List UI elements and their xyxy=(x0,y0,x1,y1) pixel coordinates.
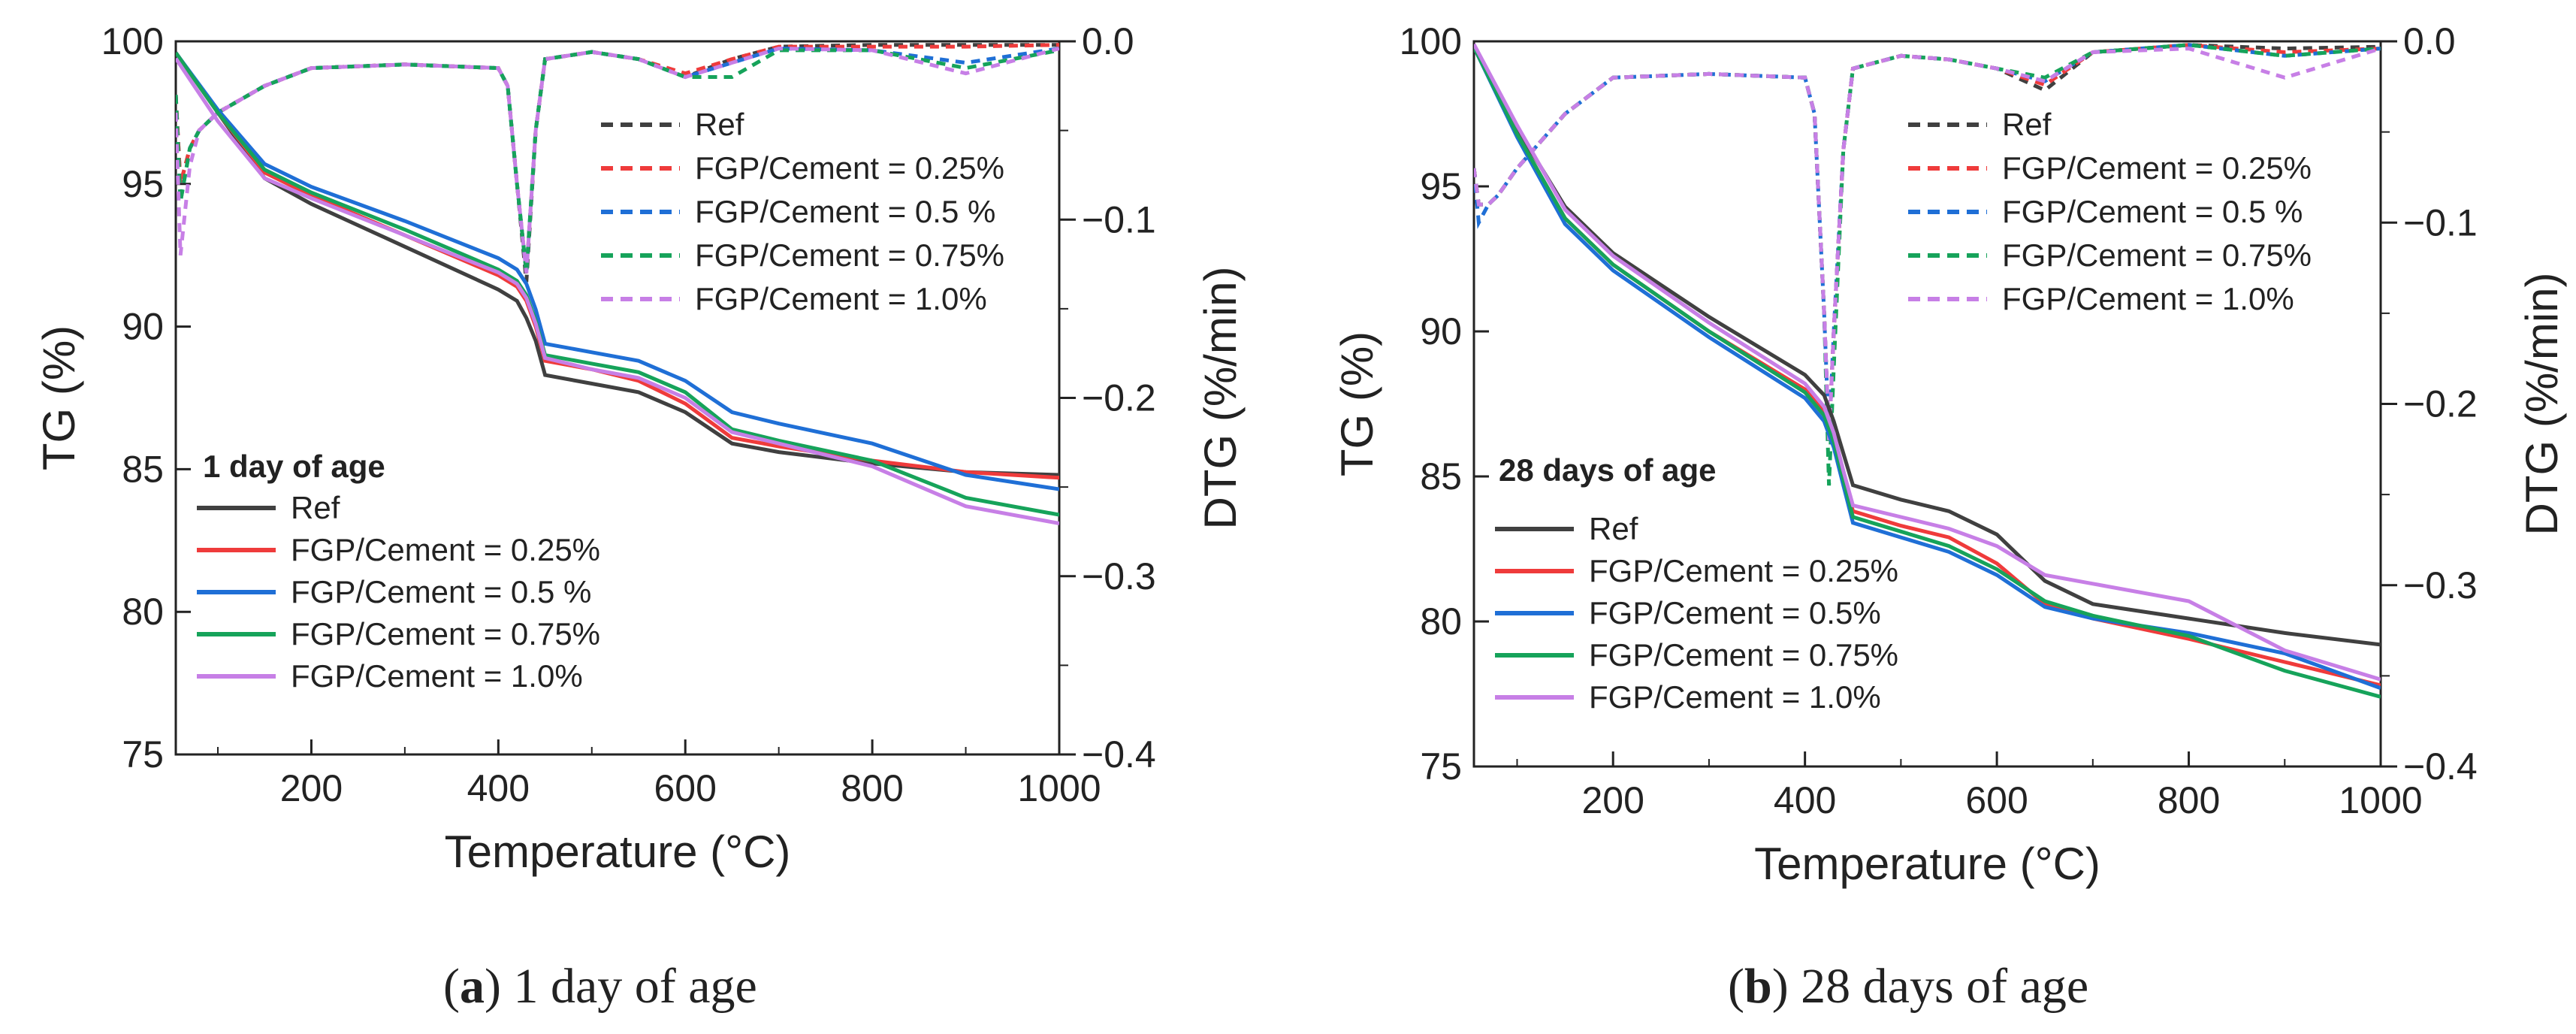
chart-2-x-tick-label: 1000 xyxy=(2339,779,2422,821)
chart-1-x-tick-label: 400 xyxy=(467,767,530,809)
chart-2-y-tick-label: 85 xyxy=(1420,455,1462,497)
chart-2-tg-legend-label: FGP/Cement = 1.0% xyxy=(1589,679,1881,715)
chart-1-dtg-legend-label: FGP/Cement = 1.0% xyxy=(695,281,987,316)
chart-1-y2-axis-title: DTG (%/min) xyxy=(1195,267,1246,530)
chart-1-tg-legend-label: FGP/Cement = 0.75% xyxy=(291,616,600,652)
chart-1-y-axis-title: TG (%) xyxy=(34,325,84,470)
chart-2-dtg-legend-label: FGP/Cement = 0.75% xyxy=(2002,237,2312,273)
chart-2-tg-line-FGP05 xyxy=(1474,46,2381,691)
chart-2-x-tick-label: 400 xyxy=(1774,779,1836,821)
chart-2-tg-legend-label: FGP/Cement = 0.25% xyxy=(1589,553,1898,588)
chart-2-x-tick-label: 800 xyxy=(2158,779,2220,821)
chart-1-x-tick-label: 600 xyxy=(654,767,717,809)
chart-2-y2-tick-label: −0.2 xyxy=(2403,383,2478,425)
chart-2-tg-line-Ref xyxy=(1474,46,2381,647)
chart-2-y-tick-label: 80 xyxy=(1420,600,1462,642)
chart-2-y2-tick-label: −0.4 xyxy=(2403,745,2478,788)
chart-1-y-tick-label: 90 xyxy=(122,306,164,348)
chart-2-tg-line-FGP10 xyxy=(1474,43,2381,682)
chart-1-y-tick-label: 75 xyxy=(122,733,164,776)
chart-2-y2-tick-label: 0.0 xyxy=(2403,20,2456,62)
chart-1-dtg-legend-label: FGP/Cement = 0.5 % xyxy=(695,194,995,229)
chart-1-tg-line-FGP05 xyxy=(176,51,1059,491)
chart-2-tg-legend-label: FGP/Cement = 0.75% xyxy=(1589,637,1898,673)
chart-1-tg-legend-label: FGP/Cement = 0.25% xyxy=(291,532,600,567)
chart-1-x-tick-label: 800 xyxy=(841,767,903,809)
chart-1-y-tick-label: 95 xyxy=(122,163,164,205)
chart-1-x-tick-label: 1000 xyxy=(1017,767,1101,809)
chart-1-y-tick-label: 80 xyxy=(122,591,164,633)
chart-2-y-axis-title: TG (%) xyxy=(1332,331,1382,476)
chart-1-y2-tick-label: −0.1 xyxy=(1082,198,1156,240)
chart-2-tg-line-FGP025 xyxy=(1474,46,2381,688)
chart-2-x-axis-title: Temperature (°C) xyxy=(1754,839,2100,889)
chart-2-y2-tick-label: −0.3 xyxy=(2403,564,2478,606)
chart-1-x-axis-title: Temperature (°C) xyxy=(445,827,791,877)
chart-2-y2-axis-title: DTG (%/min) xyxy=(2517,273,2567,536)
chart-1-tg-legend-label: FGP/Cement = 1.0% xyxy=(291,658,583,694)
chart-1-dtg-legend-label: Ref xyxy=(695,107,744,142)
chart-2-tg-legend-label: FGP/Cement = 0.5% xyxy=(1589,595,1881,630)
chart-1-dtg-line-FGP075 xyxy=(176,48,1059,274)
chart-1-dtg-legend-label: FGP/Cement = 0.75% xyxy=(695,237,1004,273)
chart-1-y2-tick-label: −0.3 xyxy=(1082,555,1156,597)
chart-1-tg-legend-label: FGP/Cement = 0.5 % xyxy=(291,574,591,609)
chart-2-dtg-legend-label: FGP/Cement = 0.5 % xyxy=(2002,194,2303,229)
chart-2-dtg-legend-label: Ref xyxy=(2002,107,2052,142)
chart-2-x-tick-label: 200 xyxy=(1581,779,1644,821)
chart-2-tg-legend-label: Ref xyxy=(1589,511,1638,546)
chart-2-dtg-legend-label: FGP/Cement = 1.0% xyxy=(2002,281,2294,316)
caption-a: (a) 1 day of age xyxy=(443,959,757,1014)
chart-1-tg-legend-label: Ref xyxy=(291,490,340,525)
caption-b: (b) 28 days of age xyxy=(1728,959,2089,1014)
chart-1-dtg-legend-label: FGP/Cement = 0.25% xyxy=(695,150,1004,186)
chart-2-dtg-line-FGP10 xyxy=(1474,47,2381,440)
chart-1-tg-line-Ref xyxy=(176,51,1059,477)
chart-1-y2-tick-label: 0.0 xyxy=(1082,20,1134,62)
chart-2-condition-label: 28 days of age xyxy=(1499,452,1716,488)
chart-1-y-tick-label: 100 xyxy=(101,20,164,62)
chart-2-y2-tick-label: −0.1 xyxy=(2403,201,2478,243)
chart-2-y-tick-label: 100 xyxy=(1400,20,1462,62)
chart-2-y-tick-label: 90 xyxy=(1420,310,1462,352)
chart-2-y-tick-label: 75 xyxy=(1420,745,1462,788)
chart-2-y-tick-label: 95 xyxy=(1420,165,1462,207)
chart-1-y-tick-label: 85 xyxy=(122,448,164,490)
chart-2-tg-line-FGP075 xyxy=(1474,46,2381,699)
chart-1-x-tick-label: 200 xyxy=(280,767,343,809)
chart-1-condition-label: 1 day of age xyxy=(203,449,385,484)
chart-1-dtg-line-FGP10 xyxy=(176,46,1059,274)
chart-1-tg-line-FGP10 xyxy=(176,57,1059,525)
chart-1-y2-tick-label: −0.4 xyxy=(1082,733,1156,776)
chart-2-dtg-legend-label: FGP/Cement = 0.25% xyxy=(2002,150,2312,186)
chart-1-y2-tick-label: −0.2 xyxy=(1082,377,1156,419)
chart-2-x-tick-label: 600 xyxy=(1965,779,2028,821)
